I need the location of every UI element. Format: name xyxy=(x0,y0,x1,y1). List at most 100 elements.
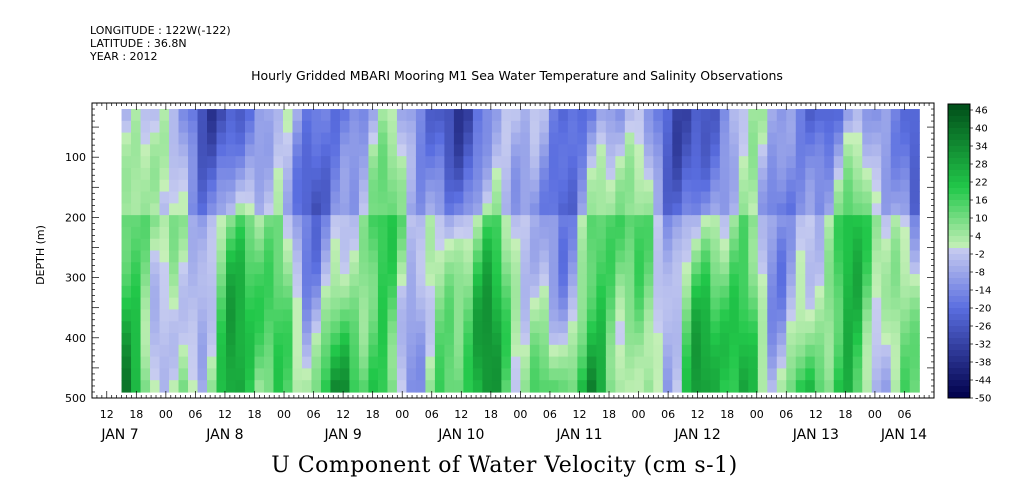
heatmap-cell xyxy=(615,179,626,193)
heatmap-cell xyxy=(596,333,607,346)
heatmap-cell xyxy=(387,179,398,193)
heatmap-cell xyxy=(368,203,379,216)
heatmap-cell xyxy=(339,132,351,145)
year-label: YEAR : 2012 xyxy=(90,50,158,63)
heatmap-cell xyxy=(586,309,597,322)
heatmap-cell xyxy=(700,156,711,169)
heatmap-cell xyxy=(311,156,322,169)
heatmap-cell xyxy=(700,262,711,275)
heatmap-cell xyxy=(852,203,863,216)
heatmap-cell xyxy=(729,262,740,275)
heatmap-cell xyxy=(330,297,341,311)
heatmap-cell xyxy=(216,109,227,122)
heatmap-cell xyxy=(339,344,351,358)
heatmap-cell xyxy=(178,262,189,275)
heatmap-cell xyxy=(852,250,863,263)
heatmap-cell xyxy=(843,109,854,122)
heatmap-cell xyxy=(871,368,882,381)
heatmap-cell xyxy=(178,144,189,157)
heatmap-cell xyxy=(263,238,275,252)
heatmap-cell xyxy=(159,309,170,322)
heatmap-cell xyxy=(890,109,901,122)
heatmap-cell xyxy=(615,262,626,275)
x-day-label: JAN 11 xyxy=(555,427,602,443)
heatmap-cell xyxy=(396,250,408,263)
heatmap-cell xyxy=(776,297,787,311)
heatmap-cell xyxy=(691,262,702,275)
heatmap-cell xyxy=(415,191,427,204)
heatmap-cell xyxy=(216,226,227,240)
heatmap-cell xyxy=(482,368,493,381)
heatmap-cell xyxy=(482,333,493,346)
heatmap-cell xyxy=(909,380,920,393)
heatmap-cell xyxy=(320,368,332,381)
heatmap-cell xyxy=(681,309,692,322)
heatmap-cell xyxy=(776,274,787,287)
heatmap-cell xyxy=(672,109,683,122)
heatmap-cell xyxy=(890,309,901,322)
heatmap-cell xyxy=(662,179,673,193)
colorbar-swatch xyxy=(948,248,970,255)
heatmap-cell xyxy=(729,215,740,228)
heatmap-cell xyxy=(169,333,180,346)
heatmap-cell xyxy=(396,297,408,311)
heatmap-cell xyxy=(529,356,540,369)
heatmap-cell xyxy=(634,238,645,252)
heatmap-cell xyxy=(681,368,692,381)
heatmap-cell xyxy=(710,333,721,346)
heatmap-cell xyxy=(757,144,768,157)
heatmap-cell xyxy=(292,356,303,369)
heatmap-cell xyxy=(767,156,778,169)
heatmap-cell xyxy=(320,250,332,263)
heatmap-cell xyxy=(292,167,303,181)
heatmap-cell xyxy=(881,368,892,381)
heatmap-cell xyxy=(472,109,484,122)
heatmap-cell xyxy=(226,167,237,181)
heatmap-cell xyxy=(311,368,322,381)
heatmap-cell xyxy=(558,120,569,134)
heatmap-cell xyxy=(520,179,531,193)
heatmap-cell xyxy=(700,321,711,334)
heatmap-cell xyxy=(244,321,256,334)
heatmap-cell xyxy=(805,380,816,393)
heatmap-cell xyxy=(169,238,180,252)
heatmap-cell xyxy=(615,109,626,122)
heatmap-cell xyxy=(121,144,132,157)
heatmap-cell xyxy=(814,144,825,157)
heatmap-cell xyxy=(596,321,607,334)
heatmap-cell xyxy=(615,285,626,299)
heatmap-cell xyxy=(472,226,484,240)
heatmap-cell xyxy=(881,156,892,169)
heatmap-cell xyxy=(472,344,484,358)
heatmap-cell xyxy=(415,380,427,393)
heatmap-cell xyxy=(349,250,360,263)
heatmap-cell xyxy=(188,120,199,134)
heatmap-cell xyxy=(358,132,370,145)
heatmap-cell xyxy=(226,344,237,358)
heatmap-cell xyxy=(767,321,778,334)
heatmap-cell xyxy=(757,191,768,204)
heatmap-cell xyxy=(339,215,351,228)
heatmap-cell xyxy=(852,156,863,169)
heatmap-cell xyxy=(387,321,398,334)
heatmap-cell xyxy=(824,120,835,134)
heatmap-cell xyxy=(577,344,588,358)
heatmap-cell xyxy=(814,226,825,240)
heatmap-cell xyxy=(226,179,237,193)
heatmap-cell xyxy=(824,144,835,157)
heatmap-cell xyxy=(757,344,768,358)
x-day-label: JAN 7 xyxy=(100,427,138,443)
heatmap-cell xyxy=(263,120,275,134)
heatmap-cell xyxy=(862,203,873,216)
heatmap-cell xyxy=(757,226,768,240)
heatmap-cell xyxy=(330,250,341,263)
x-hour-tick-label: 00 xyxy=(513,408,527,421)
heatmap-cell xyxy=(406,120,417,134)
heatmap-cell xyxy=(586,191,597,204)
heatmap-cell xyxy=(710,344,721,358)
heatmap-cell xyxy=(843,215,854,228)
heatmap-cell xyxy=(226,285,237,299)
heatmap-cell xyxy=(814,262,825,275)
heatmap-cell xyxy=(681,238,692,252)
heatmap-cell xyxy=(226,203,237,216)
